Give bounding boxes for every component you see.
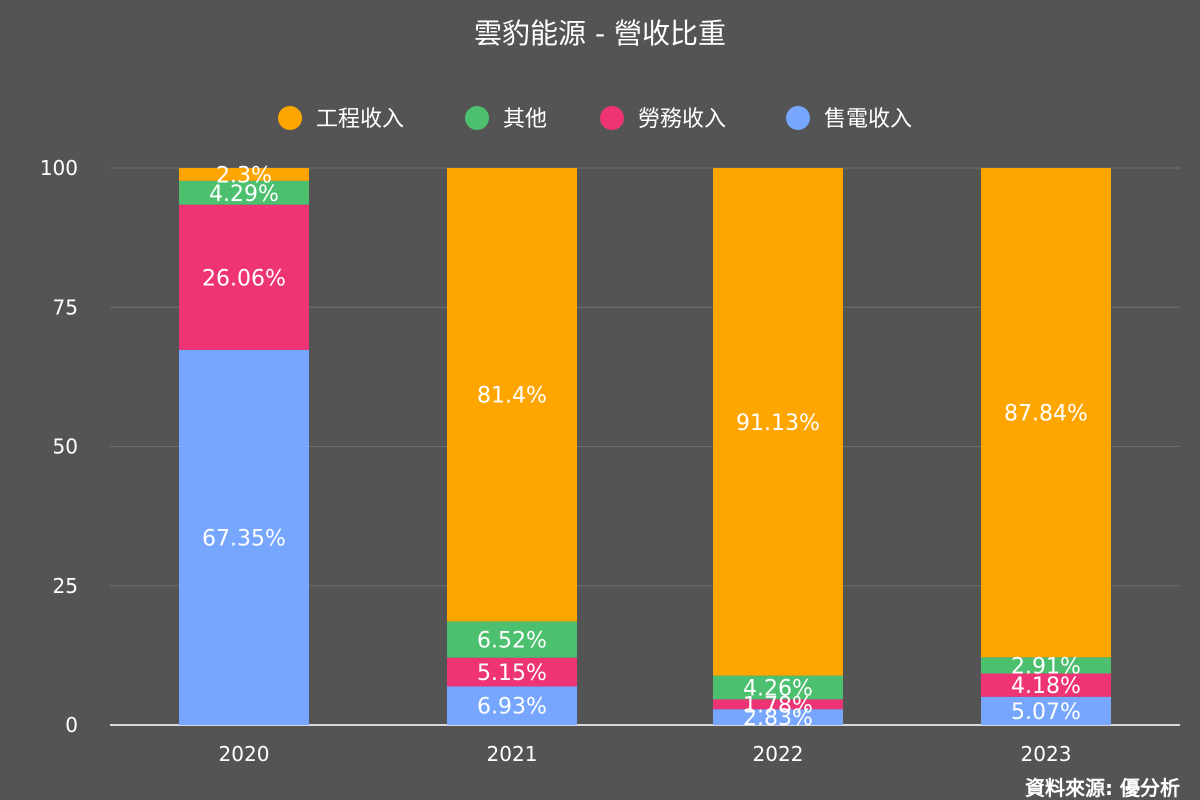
bar-segment <box>981 657 1111 674</box>
x-tick-label: 2022 <box>753 742 804 766</box>
legend-marker <box>465 106 489 130</box>
y-tick-label: 75 <box>53 295 78 319</box>
chart-legend: 工程收入 其他 勞務收入 售電收入 <box>278 106 912 132</box>
data-label: 91.13% <box>736 411 820 436</box>
bar-segment <box>179 204 309 350</box>
data-label: 4.29% <box>209 182 279 207</box>
x-axis: 2020 2021 2022 2023 <box>219 742 1072 766</box>
bar-segment <box>713 699 843 710</box>
bar-segment <box>981 673 1111 697</box>
x-tick-label: 2021 <box>487 742 538 766</box>
y-axis: 0 25 50 75 100 <box>40 156 78 737</box>
x-tick-label: 2023 <box>1021 742 1072 766</box>
data-label-group: 67.35% 26.06% 4.29%2.3% 6.93% 5.15% 6.52% 81.4… <box>202 163 1088 731</box>
data-label: 26.06% <box>202 266 286 291</box>
data-label: 81.4% <box>477 384 547 409</box>
bar-segment <box>447 168 577 622</box>
data-label: 87.84% <box>1004 402 1088 427</box>
legend-marker <box>278 106 302 130</box>
data-label: 67.35% <box>202 526 286 551</box>
bar-stack-group <box>179 168 1111 725</box>
data-label: 5.15% <box>477 661 547 686</box>
legend-item[interactable]: 售電收入 <box>786 106 912 132</box>
legend-label: 工程收入 <box>316 107 404 132</box>
x-tick-label: 2020 <box>219 742 270 766</box>
data-label: 2.3% <box>216 163 272 188</box>
legend-item[interactable]: 其他 <box>465 106 547 132</box>
legend-marker <box>786 106 810 130</box>
legend-marker <box>600 106 624 130</box>
data-label: 5.07% <box>1011 700 1081 725</box>
y-tick-label: 25 <box>53 574 78 598</box>
bar-segment <box>447 686 577 725</box>
data-label: 4.26% <box>743 676 813 701</box>
legend-item[interactable]: 工程收入 <box>278 106 404 132</box>
data-label: 6.52% <box>477 629 547 654</box>
data-label: 6.93% <box>477 695 547 720</box>
y-tick-label: 0 <box>65 713 78 737</box>
bar-segment <box>179 168 309 181</box>
bar-segment <box>447 657 577 687</box>
legend-label: 其他 <box>503 107 547 132</box>
legend-item[interactable]: 勞務收入 <box>600 106 726 132</box>
data-label: 4.18% <box>1011 674 1081 699</box>
y-tick-label: 50 <box>53 435 78 459</box>
bar-segment <box>713 709 843 725</box>
bar-segment <box>981 696 1111 725</box>
source-note: 資料來源: 優分析 <box>1025 776 1180 800</box>
data-label: 2.91% <box>1011 654 1081 679</box>
data-label: 1.78% <box>743 693 813 718</box>
bar-segment <box>447 621 577 658</box>
legend-label: 售電收入 <box>824 107 912 132</box>
data-label: 2.83% <box>743 706 813 731</box>
bar-segment <box>713 168 843 676</box>
bar-segment <box>179 180 309 205</box>
bar-segment <box>713 675 843 700</box>
bar-segment <box>179 349 309 725</box>
bar-segment <box>981 168 1111 658</box>
chart-title: 雲豹能源 - 營收比重 <box>474 17 726 50</box>
y-tick-label: 100 <box>40 156 78 180</box>
legend-label: 勞務收入 <box>638 107 726 132</box>
